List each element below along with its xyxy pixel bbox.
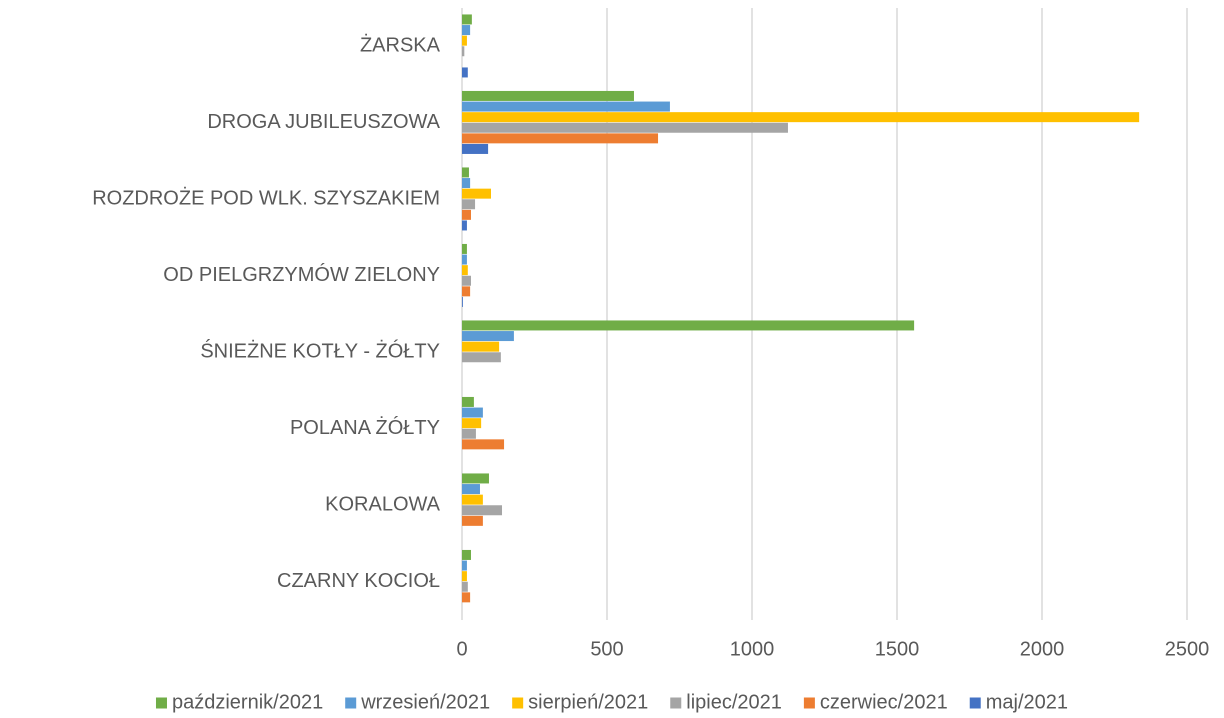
legend-swatch (512, 697, 524, 709)
bar (462, 35, 467, 46)
bar (462, 167, 469, 178)
y-tick-label: OD PIELGRZYMÓW ZIELONY (163, 263, 440, 286)
x-tick-label: 1000 (730, 638, 775, 660)
bar (462, 46, 465, 57)
y-tick-label: ŻARSKA (360, 34, 441, 57)
y-tick-label: ROZDROŻE POD WLK. SZYSZAKIEM (92, 187, 440, 210)
y-tick-label: POLANA ŻÓŁTY (290, 416, 440, 439)
bar (462, 320, 915, 331)
bar (462, 494, 483, 505)
bar (462, 265, 468, 276)
y-tick-label: KORALOWA (325, 494, 440, 516)
legend-item: maj/2021 (969, 691, 1068, 713)
bar (462, 331, 514, 342)
legend-label: wrzesień/2021 (360, 691, 490, 713)
bar (462, 133, 659, 144)
legend-swatch (969, 697, 981, 709)
bar (462, 505, 503, 516)
bar (462, 90, 634, 101)
bar (462, 67, 468, 78)
bar (462, 275, 471, 286)
bar (462, 560, 467, 571)
x-tick-label: 2000 (1020, 638, 1065, 660)
legend-item: lipiec/2021 (670, 691, 782, 713)
bar (462, 515, 483, 526)
legend-label: lipiec/2021 (686, 691, 782, 713)
bar (462, 286, 471, 297)
legend-item: październik/2021 (155, 691, 323, 713)
bar (462, 581, 468, 592)
bar (462, 418, 482, 429)
bar (462, 549, 471, 560)
legend-label: maj/2021 (986, 691, 1068, 713)
bar (462, 396, 474, 407)
bar (462, 473, 489, 484)
bar (462, 199, 476, 210)
legend-label: sierpień/2021 (528, 691, 648, 713)
bar (462, 209, 471, 220)
y-tick-label: ŚNIEŻNE KOTŁY - ŻÓŁTY (200, 339, 440, 363)
bar (462, 439, 505, 450)
x-tick-label: 500 (590, 638, 623, 660)
bar (462, 243, 467, 254)
bar (462, 254, 467, 265)
bar (462, 592, 471, 603)
bar (462, 188, 491, 199)
bar (462, 143, 489, 154)
bar (462, 296, 463, 307)
legend-swatch (670, 697, 682, 709)
legend-swatch (155, 697, 167, 709)
legend-swatch (345, 697, 357, 709)
legend-item: sierpień/2021 (512, 691, 648, 713)
bar (462, 101, 670, 112)
bar (462, 14, 472, 25)
legend-item: wrzesień/2021 (345, 691, 490, 713)
bar (462, 25, 471, 36)
y-tick-label: DROGA JUBILEUSZOWA (207, 111, 440, 133)
bar (462, 484, 480, 495)
x-tick-label: 2500 (1165, 638, 1210, 660)
legend-label: czerwiec/2021 (820, 691, 948, 713)
y-tick-label: CZARNY KOCIOŁ (277, 570, 440, 592)
x-tick-label: 1500 (875, 638, 920, 660)
bar (462, 571, 467, 582)
x-tick-label: 0 (456, 638, 467, 660)
bar (462, 341, 500, 352)
bar (462, 428, 476, 439)
legend-item: czerwiec/2021 (803, 691, 948, 713)
bar (462, 122, 788, 133)
bar (462, 178, 471, 189)
bar (462, 220, 467, 231)
bar (462, 112, 1140, 123)
bar (462, 352, 501, 363)
legend-swatch (803, 697, 815, 709)
bar (462, 407, 483, 418)
legend-label: październik/2021 (172, 691, 323, 713)
